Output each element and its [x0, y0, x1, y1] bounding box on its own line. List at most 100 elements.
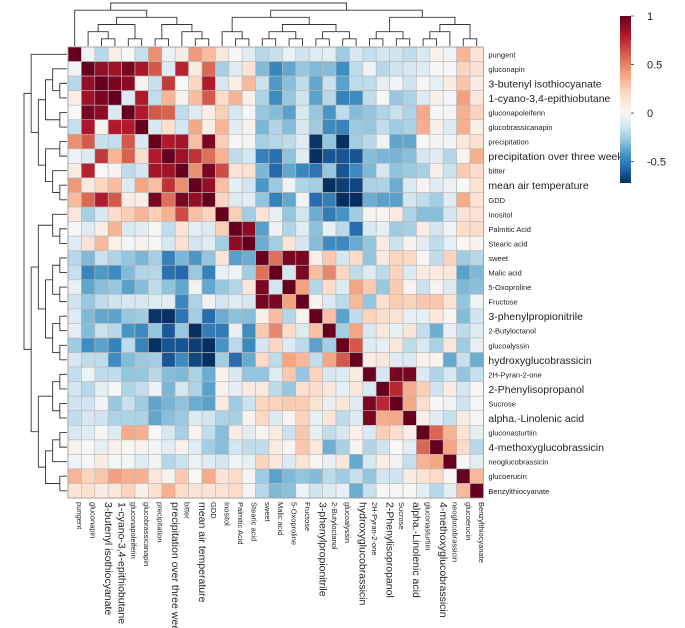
heatmap-cell — [67, 352, 82, 368]
heatmap-cell — [295, 294, 310, 310]
heatmap-cell — [148, 381, 163, 397]
heatmap-cell — [308, 308, 323, 324]
heatmap-cell — [335, 235, 350, 251]
heatmap-cell — [201, 46, 216, 62]
heatmap-cell — [134, 163, 149, 179]
heatmap-cell — [402, 483, 417, 499]
heatmap-cell — [322, 134, 337, 150]
heatmap-cell — [67, 454, 82, 470]
heatmap-cell — [174, 148, 189, 164]
heatmap-cell — [442, 352, 457, 368]
heatmap-cell — [215, 134, 230, 150]
colorbar: 1 0.5 0 -0.5 — [620, 11, 666, 183]
heatmap-cell — [282, 337, 297, 353]
heatmap-cell — [81, 250, 96, 266]
heatmap-cell — [94, 119, 109, 135]
heatmap-cell — [67, 410, 82, 426]
column-label: gluconasturtiin — [424, 502, 433, 550]
heatmap-cell — [174, 337, 189, 353]
heatmap-cell — [442, 192, 457, 208]
heatmap-cell — [295, 163, 310, 179]
heatmap-cell — [375, 483, 390, 499]
dendrogram-link — [52, 213, 67, 237]
heatmap-cell — [375, 294, 390, 310]
heatmap-cell — [188, 134, 203, 150]
heatmap-cell — [174, 177, 189, 193]
heatmap-cell — [429, 294, 444, 310]
heatmap-cell — [389, 206, 404, 222]
heatmap-cell — [308, 148, 323, 164]
heatmap-cell — [174, 424, 189, 441]
heatmap-cell — [442, 90, 457, 106]
heatmap-cell — [67, 468, 82, 484]
heatmap-cell — [121, 163, 136, 179]
heatmap-cell — [469, 119, 484, 135]
heatmap-cell — [375, 250, 390, 266]
heatmap-cell — [402, 395, 417, 412]
heatmap-cell — [282, 75, 297, 91]
heatmap-cell — [67, 235, 82, 251]
heatmap-cell — [268, 104, 283, 121]
heatmap-cell — [174, 134, 189, 150]
heatmap-cell — [94, 395, 109, 412]
heatmap-cell — [121, 148, 136, 164]
heatmap-cell — [228, 439, 243, 455]
heatmap-cell — [295, 90, 310, 106]
heatmap-cell — [442, 235, 457, 251]
heatmap-cell — [215, 308, 230, 324]
dendrogram-link — [52, 323, 60, 353]
row-label: Stearic acid — [488, 239, 527, 248]
heatmap-cell — [148, 323, 163, 339]
heatmap-cell — [402, 250, 417, 266]
heatmap-cell — [188, 75, 203, 91]
heatmap-cell — [375, 235, 390, 251]
heatmap-cell — [335, 46, 350, 62]
dendrogram-link — [37, 99, 46, 166]
heatmap-cell — [268, 395, 283, 412]
heatmap-cell — [362, 235, 377, 251]
heatmap-cell — [456, 206, 471, 222]
dendrogram-link — [59, 315, 67, 332]
heatmap-cell — [148, 395, 163, 412]
heatmap-cell — [161, 381, 176, 397]
heatmap-cell — [134, 61, 149, 77]
heatmap-cell — [402, 468, 417, 484]
heatmap-cell — [121, 352, 136, 368]
heatmap-cell — [349, 192, 364, 208]
heatmap-cell — [362, 424, 377, 441]
heatmap-cell — [228, 366, 243, 382]
heatmap-cell — [188, 46, 203, 62]
heatmap-cell — [282, 323, 297, 339]
heatmap-cell — [134, 177, 149, 193]
heatmap-cell — [161, 424, 176, 441]
dendrogram-link — [23, 92, 32, 350]
heatmap-cell — [295, 119, 310, 135]
heatmap-cell — [67, 439, 82, 455]
dendrogram-link — [221, 31, 243, 46]
dendrogram-link — [52, 439, 67, 463]
heatmap-cell — [308, 250, 323, 266]
heatmap-cell — [282, 439, 297, 455]
heatmap-cell — [241, 468, 256, 484]
heatmap-cell — [94, 192, 109, 208]
heatmap-cell — [255, 410, 270, 426]
heatmap-cell — [148, 294, 163, 310]
heatmap-cell — [67, 134, 82, 150]
heatmap-cell — [295, 352, 310, 368]
heatmap-cell — [148, 75, 163, 91]
row-label: gluconasturtiin — [488, 429, 536, 438]
heatmap-cell — [134, 454, 149, 470]
dendrogram-link — [395, 38, 411, 46]
heatmap-cell — [295, 439, 310, 455]
heatmap-cell — [228, 206, 243, 222]
heatmap-cell — [456, 134, 471, 150]
heatmap-cell — [174, 119, 189, 135]
heatmap-cell — [295, 381, 310, 397]
heatmap-cell — [148, 221, 163, 237]
heatmap-cell — [362, 439, 377, 455]
heatmap-cell — [201, 410, 216, 426]
heatmap-cell — [107, 90, 122, 106]
heatmap-cell — [121, 337, 136, 353]
heatmap-cell — [416, 410, 431, 426]
heatmap-cell — [375, 264, 390, 281]
